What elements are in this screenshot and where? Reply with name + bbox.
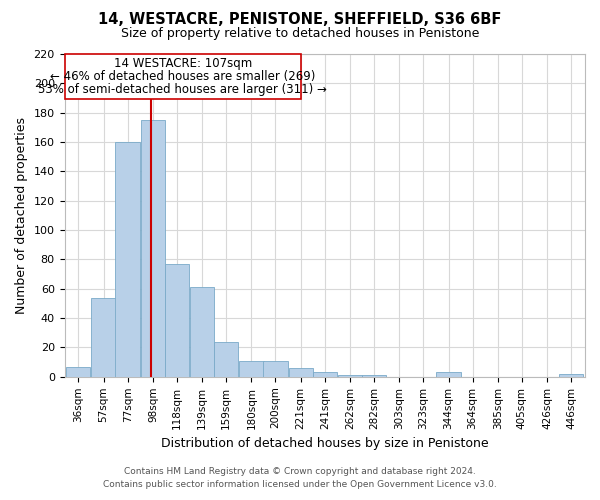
Bar — [239, 360, 263, 377]
X-axis label: Distribution of detached houses by size in Penistone: Distribution of detached houses by size … — [161, 437, 488, 450]
Bar — [289, 368, 313, 377]
Bar — [66, 366, 91, 377]
Text: Contains HM Land Registry data © Crown copyright and database right 2024.
Contai: Contains HM Land Registry data © Crown c… — [103, 468, 497, 489]
Text: Size of property relative to detached houses in Penistone: Size of property relative to detached ho… — [121, 28, 479, 40]
Bar — [65, 54, 301, 100]
Bar — [141, 120, 165, 377]
Bar — [362, 376, 386, 377]
Bar — [91, 298, 116, 377]
Bar — [559, 374, 583, 377]
Bar — [190, 288, 214, 377]
Text: 53% of semi-detached houses are larger (311) →: 53% of semi-detached houses are larger (… — [38, 84, 328, 96]
Bar — [338, 376, 362, 377]
Bar — [263, 360, 287, 377]
Text: 14 WESTACRE: 107sqm: 14 WESTACRE: 107sqm — [114, 57, 252, 70]
Bar — [165, 264, 189, 377]
Text: 14, WESTACRE, PENISTONE, SHEFFIELD, S36 6BF: 14, WESTACRE, PENISTONE, SHEFFIELD, S36 … — [98, 12, 502, 28]
Bar — [115, 142, 140, 377]
Y-axis label: Number of detached properties: Number of detached properties — [15, 117, 28, 314]
Bar — [313, 372, 337, 377]
Bar — [436, 372, 461, 377]
Bar — [214, 342, 238, 377]
Text: ← 46% of detached houses are smaller (269): ← 46% of detached houses are smaller (26… — [50, 70, 316, 83]
